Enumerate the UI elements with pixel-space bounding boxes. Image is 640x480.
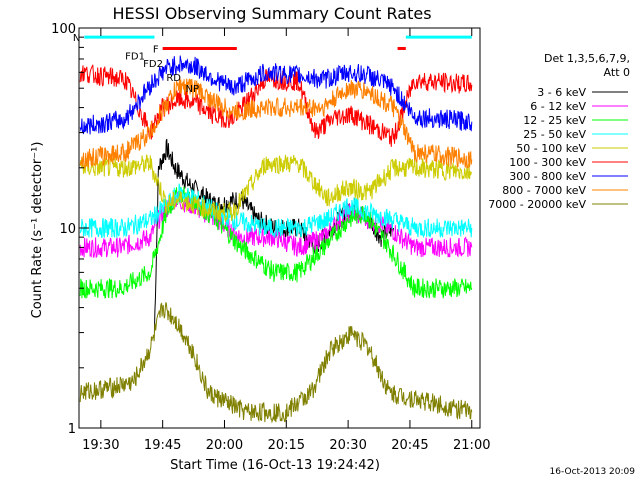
series-line-3 (79, 183, 473, 239)
flag-label-1: F (153, 44, 159, 55)
x-tick-label-4: 20:30 (329, 438, 366, 453)
x-axis-label: Start Time (16-Oct-13 19:24:42) (170, 458, 380, 473)
x-tick-label-5: 20:45 (391, 438, 428, 453)
legend-label-0: 3 - 6 keV (537, 86, 586, 99)
x-tick-label-2: 20:00 (206, 438, 243, 453)
legend-header-line1: Det 1,3,5,6,7,9, (544, 52, 630, 65)
y-axis-label: Count Rate (s⁻¹ detector⁻¹) (30, 142, 45, 319)
flag-label-5: NP (185, 84, 199, 95)
series-line-6 (79, 55, 473, 135)
legend-label-8: 7000 - 20000 keV (488, 198, 586, 211)
series-line-8 (79, 302, 473, 424)
flag-label-0: N (73, 33, 80, 44)
y-tick-label-2: 100 (51, 22, 76, 37)
flag-label-4: RD (166, 73, 181, 84)
x-tick-label-3: 20:15 (268, 438, 305, 453)
chart-title: HESSI Observing Summary Count Rates (112, 4, 431, 23)
x-tick-label-1: 19:45 (144, 438, 181, 453)
x-tick-label-6: 21:00 (453, 438, 490, 453)
legend-label-1: 6 - 12 keV (530, 100, 586, 113)
legend-header-line2: Att 0 (604, 66, 630, 79)
axes: 19:30 19:45 20:00 20:15 20:30 20:45 21:00 1 10 10… (51, 22, 490, 453)
y-tick-label-1: 10 (59, 222, 76, 237)
flag-label-2: FD1 (125, 51, 145, 62)
y-tick-label-0: 1 (68, 422, 76, 437)
flag-label-3: FD2 (143, 59, 163, 70)
legend-label-4: 50 - 100 keV (516, 142, 586, 155)
series-line-2 (79, 186, 473, 299)
legend-label-7: 800 - 7000 keV (502, 184, 586, 197)
series-group (79, 55, 473, 424)
legend-label-2: 12 - 25 keV (523, 114, 586, 127)
legend-label-6: 300 - 800 keV (509, 170, 586, 183)
legend-label-5: 100 - 300 keV (509, 156, 586, 169)
x-tick-label-0: 19:30 (82, 438, 119, 453)
series-line-4 (79, 154, 473, 222)
series-line-7 (79, 76, 473, 169)
timestamp-label: 16-Oct-2013 20:09 (550, 467, 636, 477)
legend-label-3: 25 - 50 keV (523, 128, 586, 141)
